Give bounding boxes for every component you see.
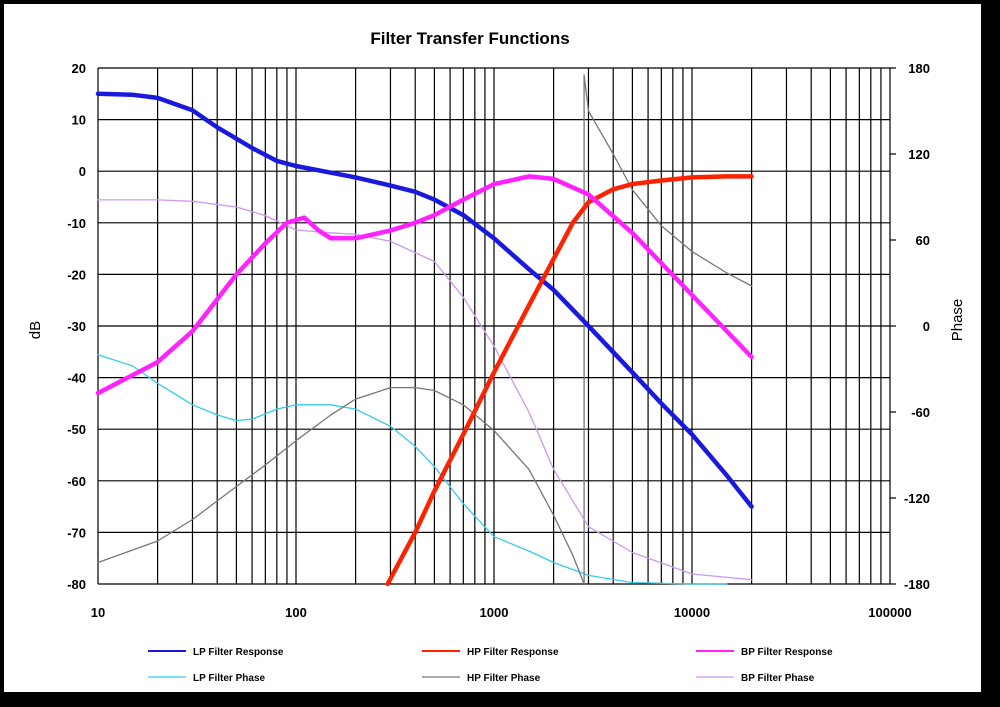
- x-tick-label: 100000: [868, 605, 911, 620]
- chart-title: Filter Transfer Functions: [370, 29, 569, 48]
- y-tick-label: -80: [67, 577, 86, 592]
- hp-filter-response-line: [385, 174, 754, 587]
- lp-filter-phase-line: [97, 354, 728, 585]
- x-tick-label: 10: [91, 605, 105, 620]
- y-tick-label: -10: [67, 216, 86, 231]
- y-tick-label: 0: [79, 164, 86, 179]
- y-tick-label: -60: [67, 474, 86, 489]
- bp-filter-response-line: [95, 174, 754, 396]
- y-tick-label: -40: [67, 371, 86, 386]
- x-tick-label: 1000: [480, 605, 509, 620]
- hp-filter-phase-legend-label: HP Filter Phase: [467, 673, 541, 684]
- y-tick-label: -50: [67, 422, 86, 437]
- x-tick-label: 10000: [674, 605, 710, 620]
- chart-frame: Filter Transfer Functions dB Phase 10 100…: [4, 4, 981, 692]
- tick-labels: 10 100 1000 10000 10000020100-10-20-30-40-50…: [67, 61, 930, 620]
- y2-tick-label: -120: [904, 491, 930, 506]
- legend: LP Filter Response HP Filter Response BP F…: [148, 647, 833, 684]
- y2-axis-label: Phase: [949, 299, 966, 342]
- y2-tick-label: 60: [916, 233, 930, 248]
- y-tick-label: 10: [72, 113, 86, 128]
- lp-filter-phase-legend-label: LP Filter Phase: [193, 673, 266, 684]
- bp-filter-phase-legend-label: BP Filter Phase: [741, 673, 815, 684]
- y2-tick-label: -180: [904, 577, 930, 592]
- y-tick-label: -70: [67, 525, 86, 540]
- bp-filter-phase-line: [97, 199, 753, 581]
- y2-tick-label: 0: [923, 319, 930, 334]
- series-lines: [95, 74, 754, 587]
- y-axis-label: dB: [27, 321, 44, 339]
- y-tick-label: 20: [72, 61, 86, 76]
- lp-filter-response-legend-label: LP Filter Response: [193, 647, 284, 658]
- grid: [97, 67, 896, 585]
- y2-tick-label: 120: [908, 147, 930, 162]
- y-tick-label: -20: [67, 267, 86, 282]
- hp-filter-phase-line: [97, 74, 753, 585]
- chart: Filter Transfer Functions dB Phase 10 100…: [27, 29, 966, 684]
- y-tick-label: -30: [67, 319, 86, 334]
- y2-tick-label: 180: [908, 61, 930, 76]
- x-tick-label: 100: [285, 605, 307, 620]
- y2-tick-label: -60: [911, 405, 930, 420]
- bp-filter-response-legend-label: BP Filter Response: [741, 647, 833, 658]
- hp-filter-response-legend-label: HP Filter Response: [467, 647, 559, 658]
- lp-filter-response-line: [95, 91, 754, 509]
